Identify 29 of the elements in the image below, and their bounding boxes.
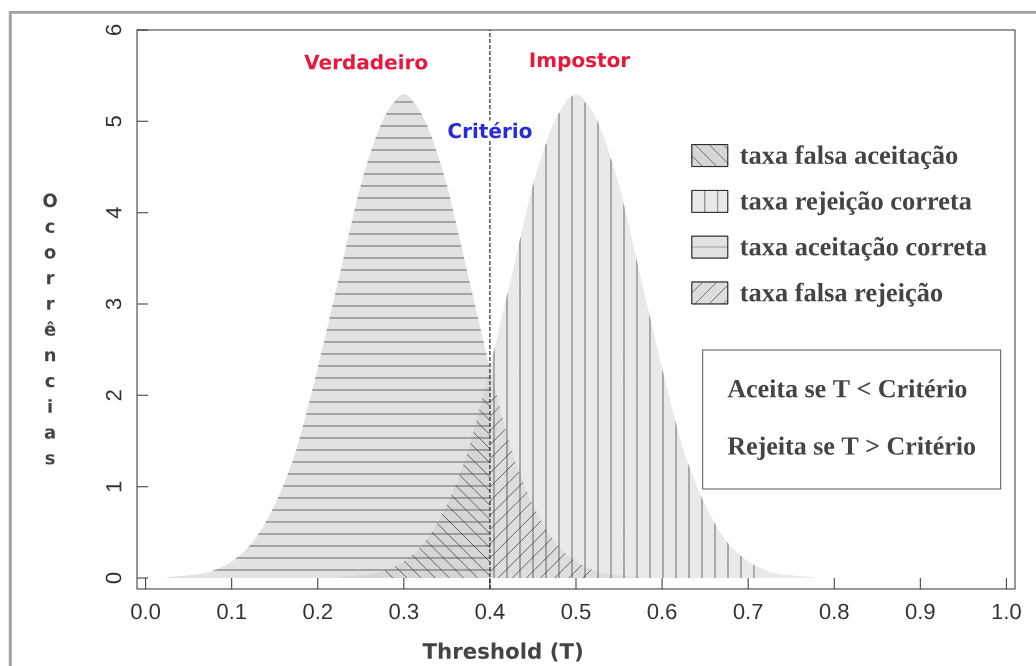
annotation: Verdadeiro	[304, 54, 428, 70]
annotation: Aceita se T < Critério	[727, 379, 967, 398]
y-tick-label: 4	[106, 207, 122, 219]
y-tick-label: 3	[105, 298, 122, 310]
x-tick-label: 0.8	[819, 603, 849, 620]
x-tick-label: 0.3	[389, 603, 419, 620]
y-tick-label: 6	[105, 24, 122, 35]
annotation: Rejeita se T > Critério	[727, 436, 976, 461]
x-tick-label: 0.2	[303, 603, 332, 620]
legend-label: taxa falsa rejeição	[740, 282, 943, 307]
legend-label: taxa rejeição correta	[740, 191, 972, 216]
legend-label: taxa falsa aceitação	[740, 145, 958, 170]
x-tick-label: 0.7	[733, 603, 763, 620]
x-tick-label: 0.1	[217, 603, 246, 620]
x-tick-label: 0.4	[475, 603, 505, 620]
x-tick-label: 0.6	[647, 603, 677, 620]
x-tick-label: 0.5	[561, 603, 591, 620]
text: Ocorrências	[43, 193, 57, 465]
legend-label: taxa aceitação correta	[740, 236, 987, 261]
x-tick-label: 0.9	[905, 603, 935, 620]
y-tick-label: 1	[106, 481, 122, 492]
x-tick-label: 1.0	[992, 603, 1021, 620]
annotation: Impostor	[530, 52, 631, 72]
y-tick-label: 0	[105, 572, 122, 584]
x-axis-title: Threshold (T)	[422, 642, 582, 662]
y-tick-label: 2	[105, 390, 122, 401]
ref-line-label: Critério	[448, 121, 532, 139]
y-tick-label: 5	[105, 116, 122, 127]
x-tick-label: 0.0	[131, 603, 161, 620]
